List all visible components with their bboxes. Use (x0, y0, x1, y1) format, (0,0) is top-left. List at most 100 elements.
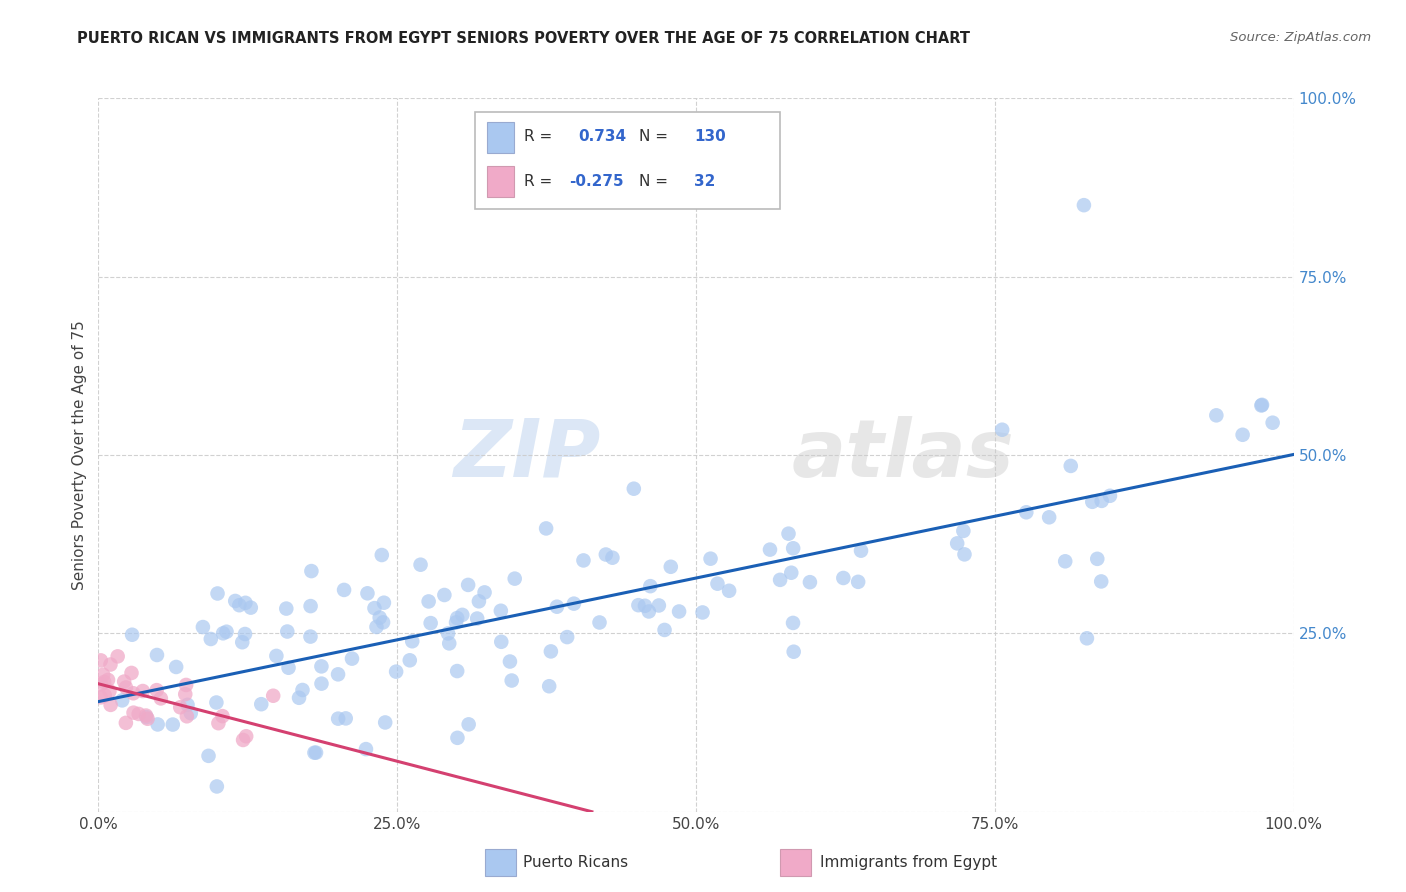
Point (90, 653, 112, 667)
Point (224, 594, 246, 608)
Point (90, 690, 112, 705)
Point (211, 709, 233, 723)
Point (952, 524, 974, 538)
Point (457, 717, 479, 731)
Point (374, 715, 396, 730)
Point (1261, 416, 1284, 430)
Point (115, 681, 138, 695)
Point (288, 690, 311, 705)
Point (546, 599, 568, 614)
Point (1038, 510, 1060, 524)
Point (540, 644, 562, 658)
Point (111, 693, 134, 707)
Point (100, 698, 122, 712)
Point (782, 645, 804, 659)
Point (489, 604, 512, 618)
Point (1081, 495, 1104, 509)
Point (333, 582, 356, 597)
Text: PUERTO RICAN VS IMMIGRANTS FROM EGYPT SENIORS POVERTY OVER THE AGE OF 75 CORRELA: PUERTO RICAN VS IMMIGRANTS FROM EGYPT SE… (77, 31, 970, 46)
Point (326, 667, 349, 681)
Point (266, 648, 288, 663)
Point (371, 615, 394, 630)
Point (368, 610, 391, 624)
Point (207, 716, 229, 731)
Point (451, 607, 474, 622)
Point (1076, 632, 1098, 646)
Point (135, 710, 157, 724)
Point (97, 673, 120, 687)
Point (692, 606, 714, 620)
Point (304, 746, 326, 760)
Point (373, 596, 395, 610)
Point (446, 664, 468, 678)
Point (340, 651, 363, 665)
Point (457, 578, 479, 592)
Point (311, 659, 333, 673)
Text: Immigrants from Egypt: Immigrants from Egypt (820, 855, 997, 870)
Point (239, 600, 262, 615)
Point (699, 551, 721, 566)
Point (501, 673, 523, 688)
Point (90, 677, 112, 691)
Point (91, 667, 114, 681)
Point (782, 615, 804, 630)
Point (366, 620, 388, 634)
Point (277, 661, 299, 675)
Point (623, 482, 645, 496)
Point (1205, 409, 1227, 423)
Point (174, 687, 197, 701)
Point (782, 541, 804, 556)
Point (991, 423, 1014, 437)
Point (250, 697, 273, 711)
Point (832, 571, 855, 585)
Point (115, 715, 138, 730)
Point (759, 542, 782, 557)
Y-axis label: Seniors Poverty Over the Age of 75: Seniors Poverty Over the Age of 75 (72, 320, 87, 590)
Point (149, 691, 172, 706)
Point (299, 599, 322, 613)
Point (235, 596, 257, 610)
Point (197, 748, 219, 763)
Point (846, 574, 869, 589)
Point (231, 635, 253, 649)
Point (145, 683, 167, 698)
Point (648, 599, 671, 613)
Point (176, 709, 198, 723)
Point (311, 676, 333, 690)
Point (634, 599, 657, 613)
Point (191, 620, 214, 634)
Point (132, 684, 155, 698)
Point (946, 536, 969, 550)
Point (291, 683, 314, 698)
Point (401, 634, 423, 648)
Point (718, 583, 741, 598)
Point (1251, 398, 1274, 412)
Point (228, 598, 250, 612)
Point (418, 594, 440, 608)
Point (446, 731, 468, 745)
Point (637, 604, 659, 618)
Point (299, 630, 322, 644)
Point (200, 632, 222, 646)
Point (555, 630, 578, 644)
Point (1060, 458, 1083, 473)
Point (799, 575, 821, 590)
Point (107, 649, 129, 664)
Point (122, 686, 145, 700)
Point (465, 611, 488, 625)
Point (354, 742, 377, 756)
Point (1250, 399, 1272, 413)
Text: Puerto Ricans: Puerto Ricans (523, 855, 628, 870)
Point (953, 547, 976, 561)
Point (335, 711, 357, 725)
Point (299, 564, 322, 578)
Point (446, 611, 468, 625)
Point (135, 708, 157, 723)
Point (121, 628, 143, 642)
Point (433, 588, 456, 602)
Point (205, 696, 228, 710)
Point (276, 624, 298, 639)
Point (94, 689, 117, 703)
Point (93, 675, 115, 690)
Point (562, 597, 585, 611)
